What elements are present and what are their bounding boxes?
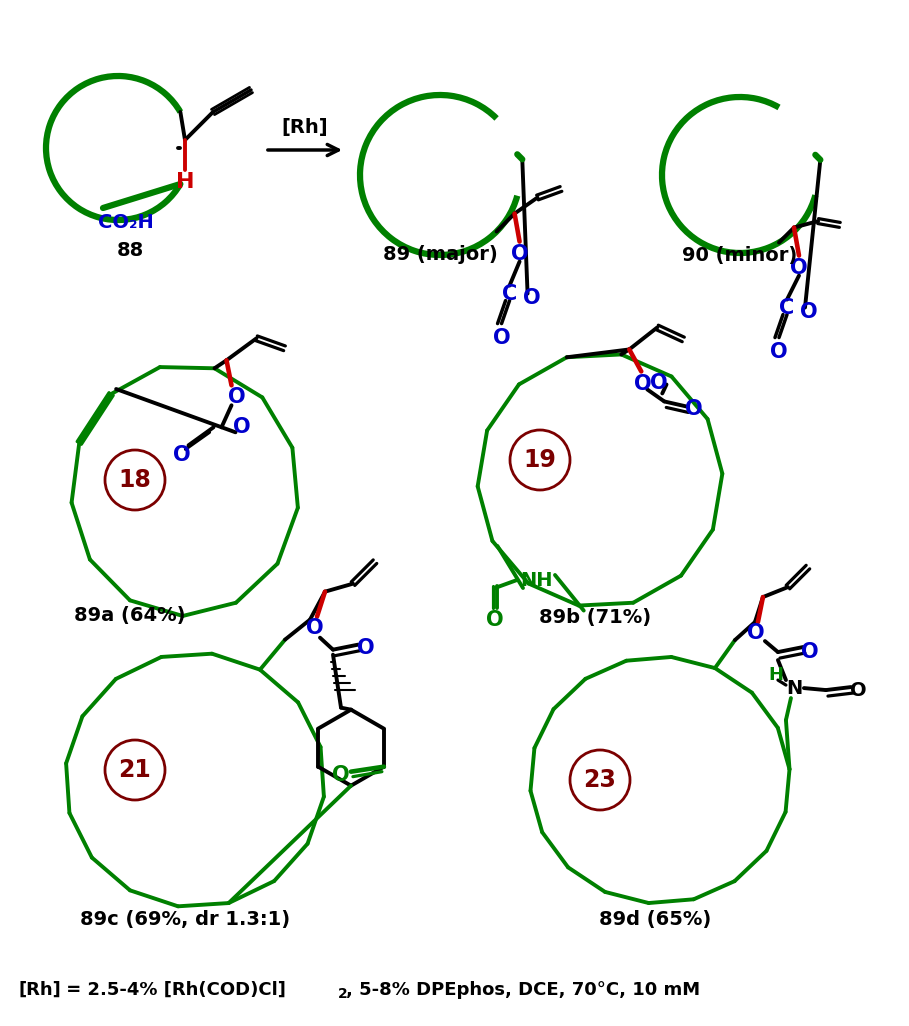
Text: O: O [800, 302, 818, 321]
Text: [Rh]: [Rh] [282, 118, 328, 137]
Text: , 5-8% DPEphos, DCE, 70°C, 10 mM: , 5-8% DPEphos, DCE, 70°C, 10 mM [346, 981, 700, 999]
Text: O: O [850, 680, 866, 700]
Text: 88: 88 [116, 240, 144, 260]
Text: O: O [685, 399, 703, 420]
Text: O: O [493, 327, 510, 348]
Text: = 2.5-4% [Rh(COD)Cl]: = 2.5-4% [Rh(COD)Cl] [60, 981, 285, 999]
Text: 2: 2 [338, 987, 348, 1001]
Text: 19: 19 [524, 448, 556, 472]
Text: 89c (69%, dr 1.3:1): 89c (69%, dr 1.3:1) [80, 910, 290, 930]
Text: O: O [357, 638, 375, 658]
Text: NH: NH [521, 570, 554, 590]
Text: 89d (65%): 89d (65%) [599, 910, 711, 930]
Text: O: O [486, 610, 504, 630]
Text: O: O [523, 287, 540, 308]
Text: [Rh]: [Rh] [18, 981, 61, 999]
Text: 89b (71%): 89b (71%) [539, 608, 651, 628]
Text: C: C [779, 298, 794, 318]
Text: O: O [801, 642, 819, 662]
Text: CO₂H: CO₂H [98, 213, 154, 233]
Text: 89a (64%): 89a (64%) [75, 605, 185, 625]
Text: 90 (minor): 90 (minor) [683, 245, 797, 265]
Text: O: O [233, 418, 250, 437]
Text: 21: 21 [119, 758, 152, 782]
Text: C: C [502, 283, 517, 304]
Text: H: H [175, 172, 195, 192]
Text: O: O [790, 258, 808, 278]
Text: 23: 23 [584, 768, 616, 792]
Text: O: O [634, 374, 652, 394]
Text: O: O [227, 387, 245, 407]
Text: 18: 18 [118, 468, 152, 492]
Text: O: O [651, 373, 668, 393]
Text: N: N [785, 678, 802, 698]
Text: O: O [173, 445, 190, 466]
Text: H: H [768, 666, 784, 684]
Text: O: O [747, 623, 764, 643]
Text: O: O [770, 342, 788, 361]
Text: O: O [332, 764, 350, 785]
Text: O: O [306, 618, 324, 638]
Text: 89 (major): 89 (major) [383, 245, 497, 265]
Text: O: O [511, 243, 528, 264]
